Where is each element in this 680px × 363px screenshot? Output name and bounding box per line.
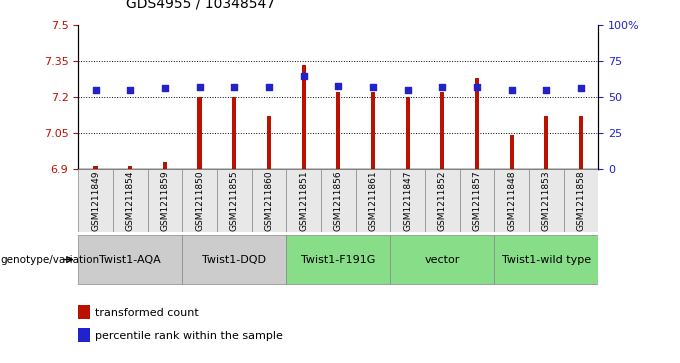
Bar [252,169,286,232]
Bar [78,305,90,319]
Text: GSM1211850: GSM1211850 [195,170,204,231]
Bar [163,162,167,169]
Bar [78,169,113,232]
Point [194,84,205,90]
Bar [78,235,182,284]
Text: GSM1211859: GSM1211859 [160,170,169,231]
Text: Twist1-F191G: Twist1-F191G [301,254,375,265]
Text: genotype/variation: genotype/variation [0,254,99,265]
Point [263,84,274,90]
Text: vector: vector [424,254,460,265]
Text: GSM1211856: GSM1211856 [334,170,343,231]
Bar [494,235,598,284]
Text: GSM1211849: GSM1211849 [91,170,100,231]
Bar [148,169,182,232]
Bar [197,97,202,169]
Bar [564,169,598,232]
Bar [356,169,390,232]
Bar [286,169,321,232]
Text: GSM1211852: GSM1211852 [438,170,447,231]
Point [437,84,447,90]
Point [124,87,135,93]
Point [575,86,586,91]
Point [228,84,239,90]
Text: GSM1211847: GSM1211847 [403,170,412,231]
Point [506,87,517,93]
Point [333,83,343,89]
Bar [128,166,133,169]
Bar [267,116,271,169]
Text: Twist1-DQD: Twist1-DQD [202,254,267,265]
Bar [544,116,549,169]
Bar [475,78,479,169]
Text: GSM1211853: GSM1211853 [542,170,551,231]
Point [541,87,551,93]
Bar [494,169,529,232]
Bar [286,235,390,284]
Text: GSM1211851: GSM1211851 [299,170,308,231]
Bar [509,135,514,169]
Text: GSM1211858: GSM1211858 [577,170,585,231]
Bar [182,235,286,284]
Text: GSM1211855: GSM1211855 [230,170,239,231]
Text: percentile rank within the sample: percentile rank within the sample [95,331,283,341]
Bar [579,116,583,169]
Bar [529,169,564,232]
Bar [405,97,410,169]
Text: GSM1211854: GSM1211854 [126,170,135,231]
Bar [217,169,252,232]
Bar [425,169,460,232]
Text: Twist1-wild type: Twist1-wild type [502,254,591,265]
Text: GSM1211857: GSM1211857 [473,170,481,231]
Point [367,84,378,90]
Bar [390,235,494,284]
Point [298,73,309,78]
Text: GSM1211860: GSM1211860 [265,170,273,231]
Bar [232,97,237,169]
Bar [182,169,217,232]
Bar [93,166,98,169]
Bar [390,169,425,232]
Text: Twist1-AQA: Twist1-AQA [99,254,161,265]
Bar [371,92,375,169]
Point [402,87,413,93]
Bar [440,92,445,169]
Bar [301,65,306,169]
Bar [336,92,341,169]
Text: transformed count: transformed count [95,308,199,318]
Point [159,86,170,91]
Text: GSM1211861: GSM1211861 [369,170,377,231]
Bar [78,328,90,342]
Point [471,84,482,90]
Bar [113,169,148,232]
Text: GSM1211848: GSM1211848 [507,170,516,231]
Bar [460,169,494,232]
Bar [321,169,356,232]
Text: GDS4955 / 10348547: GDS4955 / 10348547 [126,0,275,11]
Point [90,87,101,93]
